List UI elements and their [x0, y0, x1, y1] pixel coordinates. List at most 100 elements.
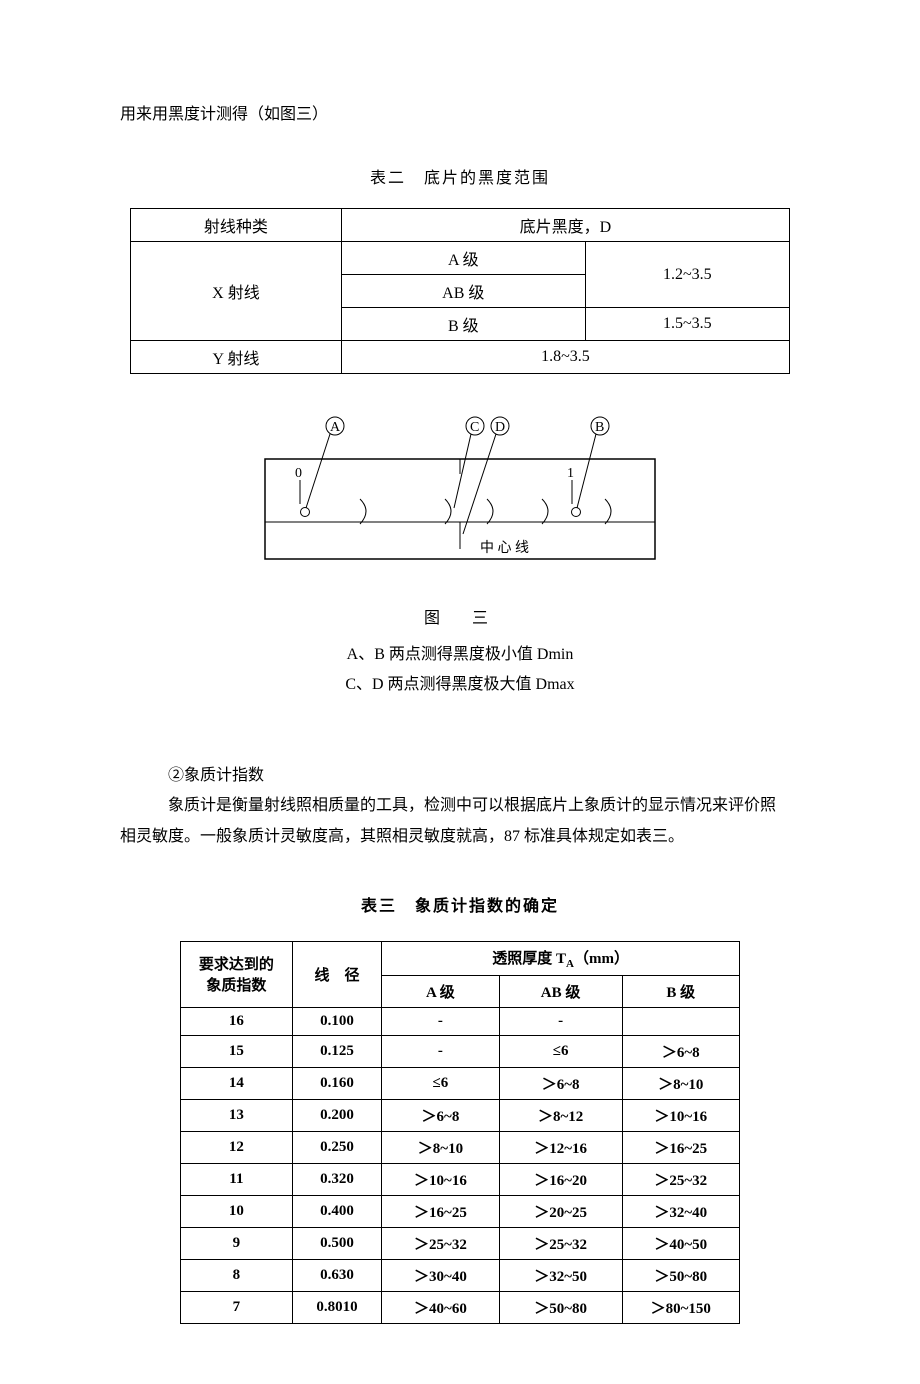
table3-cell: 0.400	[292, 1195, 381, 1227]
table3-cell: ＞25~32	[499, 1227, 622, 1259]
table3-cell: ＞40~60	[382, 1291, 499, 1323]
table-row: 150.125-≤6＞6~8	[181, 1035, 740, 1067]
table3-cell: 0.320	[292, 1163, 381, 1195]
table3-cell: ＞6~8	[382, 1099, 499, 1131]
table3-cell: ＞20~25	[499, 1195, 622, 1227]
table-row: 90.500＞25~32＞25~32＞40~50	[181, 1227, 740, 1259]
table3-cell: 0.500	[292, 1227, 381, 1259]
table3-cell: ＞16~25	[622, 1131, 739, 1163]
zero-label: 0	[295, 466, 302, 481]
table3-cell: ＞16~20	[499, 1163, 622, 1195]
table3-cell: ＞50~80	[499, 1291, 622, 1323]
table-row: 70.8010＞40~60＞50~80＞80~150	[181, 1291, 740, 1323]
table3-cell: -	[382, 1007, 499, 1035]
table3-cell: ＞8~10	[622, 1067, 739, 1099]
table3-cell: -	[499, 1007, 622, 1035]
table-row: 120.250＞8~10＞12~16＞16~25	[181, 1131, 740, 1163]
table3-cell: ＞16~25	[382, 1195, 499, 1227]
table2-x-ray-label: X 射线	[131, 242, 342, 341]
table3-cell: ＞8~10	[382, 1131, 499, 1163]
table-row: 160.100--	[181, 1007, 740, 1035]
table3-cell: 15	[181, 1035, 293, 1067]
table2-header-type: 射线种类	[131, 209, 342, 242]
c-label: C	[470, 420, 479, 435]
table3-cell: ＞32~40	[622, 1195, 739, 1227]
table3-cell: ＞12~16	[499, 1131, 622, 1163]
thickness-suffix: （mm）	[574, 951, 629, 967]
table3-cell: 8	[181, 1259, 293, 1291]
table3-cell: 0.160	[292, 1067, 381, 1099]
table2-a-ab-value: 1.2~3.5	[585, 242, 789, 308]
table3-header-dia: 线 径	[292, 941, 381, 1007]
table3-cell: ＞10~16	[622, 1099, 739, 1131]
table3-title: 表三 象质计指数的确定	[120, 892, 800, 916]
table3-cell: 12	[181, 1131, 293, 1163]
one-label: 1	[567, 466, 574, 481]
table3-cell: ≤6	[382, 1067, 499, 1099]
table3-cell: ＞6~8	[499, 1067, 622, 1099]
table3-header-req: 要求达到的 象质指数	[181, 941, 293, 1007]
table-row: 140.160≤6＞6~8＞8~10	[181, 1067, 740, 1099]
thickness-sub: A	[566, 958, 574, 970]
table3-cell: ≤6	[499, 1035, 622, 1067]
thickness-prefix: 透照厚度 T	[492, 951, 566, 967]
table2-y-value: 1.8~3.5	[341, 341, 789, 374]
table2-header-density: 底片黑度，D	[341, 209, 789, 242]
table3-cell: ＞80~150	[622, 1291, 739, 1323]
fig-note-1: A、B 两点测得黑度极小值 Dmin	[347, 646, 574, 663]
table3-cell: 0.8010	[292, 1291, 381, 1323]
intro-text: 用来用黑度计测得（如图三）	[120, 100, 800, 124]
section-heading: ②象质计指数	[120, 761, 800, 791]
table3-cell: ＞10~16	[382, 1163, 499, 1195]
figure-3-notes: A、B 两点测得黑度极小值 Dmin C、D 两点测得黑度极大值 Dmax	[120, 640, 800, 701]
table3-header-thickness: 透照厚度 TA（mm）	[382, 941, 740, 975]
table2-ab-class: AB 级	[341, 275, 585, 308]
a-label: A	[330, 420, 341, 435]
table3-cell: 0.630	[292, 1259, 381, 1291]
table3-header-ab: AB 级	[499, 975, 622, 1007]
table3-cell	[622, 1007, 739, 1035]
table3-cell: -	[382, 1035, 499, 1067]
table3-cell: ＞40~50	[622, 1227, 739, 1259]
table-row: Y 射线 1.8~3.5	[131, 341, 790, 374]
table3-cell: ＞6~8	[622, 1035, 739, 1067]
table3-cell: 16	[181, 1007, 293, 1035]
table3-cell: 11	[181, 1163, 293, 1195]
table3-cell: 10	[181, 1195, 293, 1227]
table3-cell: 14	[181, 1067, 293, 1099]
table-row: 100.400＞16~25＞20~25＞32~40	[181, 1195, 740, 1227]
table2-y-ray-label: Y 射线	[131, 341, 342, 374]
table3-cell: ＞50~80	[622, 1259, 739, 1291]
centerline-label: 中 心 线	[480, 540, 529, 556]
table-row: 130.200＞6~8＞8~12＞10~16	[181, 1099, 740, 1131]
req-line2: 象质指数	[206, 978, 266, 994]
table2: 射线种类 底片黑度，D X 射线 A 级 1.2~3.5 AB 级 B 级 1.…	[130, 208, 790, 374]
table3-header-b: B 级	[622, 975, 739, 1007]
table3-cell: 0.250	[292, 1131, 381, 1163]
table3-cell: 0.100	[292, 1007, 381, 1035]
figure-3-caption: 图 三	[120, 604, 800, 628]
table3-cell: ＞8~12	[499, 1099, 622, 1131]
table2-a-class: A 级	[341, 242, 585, 275]
table3-cell: 13	[181, 1099, 293, 1131]
table3-cell: ＞25~32	[382, 1227, 499, 1259]
d-label: D	[495, 420, 505, 435]
section-body-line1: 象质计是衡量射线照相质量的工具，检测中可以根据底片上象质计的显示情况来评价照	[120, 791, 800, 821]
table3-cell: ＞32~50	[499, 1259, 622, 1291]
table-row: 要求达到的 象质指数 线 径 透照厚度 TA（mm）	[181, 941, 740, 975]
table3-cell: 0.125	[292, 1035, 381, 1067]
table3: 要求达到的 象质指数 线 径 透照厚度 TA（mm） A 级 AB 级 B 级 …	[180, 941, 740, 1324]
table3-header-a: A 级	[382, 975, 499, 1007]
table3-cell: 0.200	[292, 1099, 381, 1131]
table3-cell: ＞30~40	[382, 1259, 499, 1291]
table-row: 110.320＞10~16＞16~20＞25~32	[181, 1163, 740, 1195]
figure-3-diagram: 中 心 线 0 1 A C D B	[250, 404, 670, 579]
b-label: B	[595, 420, 604, 435]
table2-b-class: B 级	[341, 308, 585, 341]
table-row: 射线种类 底片黑度，D	[131, 209, 790, 242]
table2-title: 表二 底片的黑度范围	[120, 164, 800, 188]
table-row: 80.630＞30~40＞32~50＞50~80	[181, 1259, 740, 1291]
table3-cell: ＞25~32	[622, 1163, 739, 1195]
table3-cell: 9	[181, 1227, 293, 1259]
table-row: X 射线 A 级 1.2~3.5	[131, 242, 790, 275]
